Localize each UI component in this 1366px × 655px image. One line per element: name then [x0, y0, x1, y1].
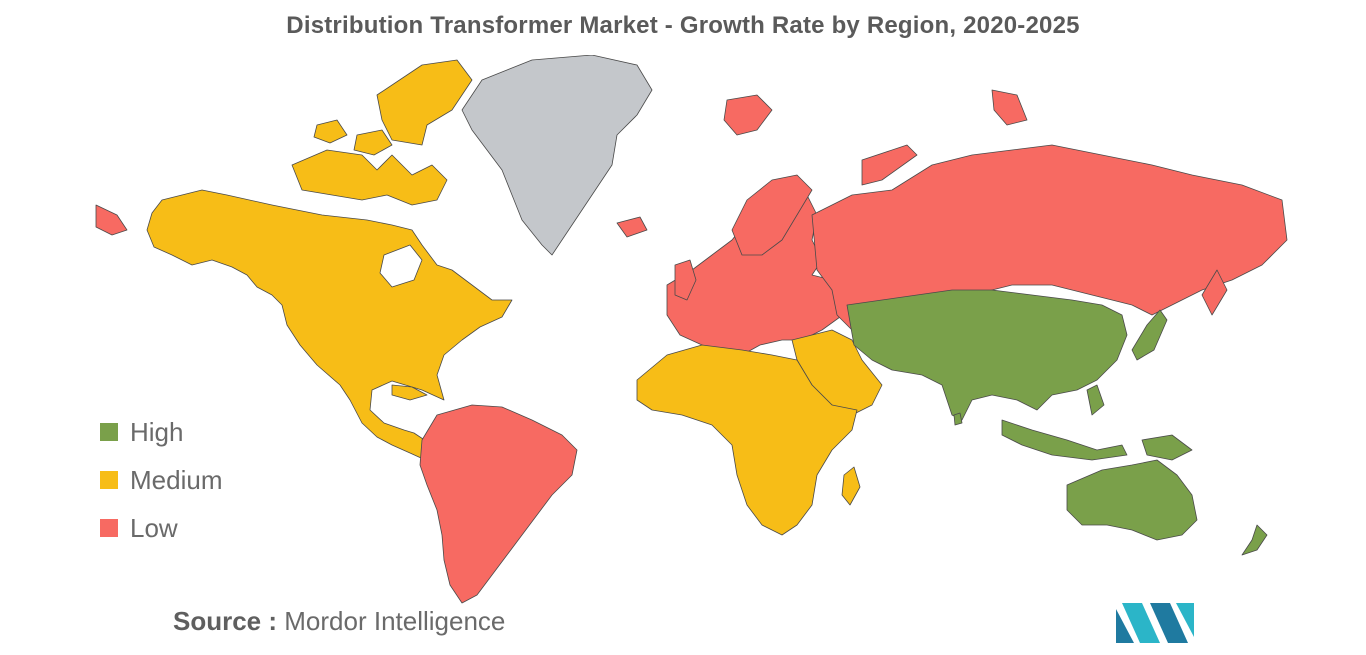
region-alaska-tip [95, 204, 128, 236]
region-asia [846, 289, 1128, 421]
legend-item-high: High [100, 408, 222, 456]
region-scandinavia [731, 174, 813, 256]
mordor-intelligence-logo [1116, 603, 1194, 643]
region-novaya-zemlya [861, 144, 918, 186]
region-new-zealand [1241, 524, 1268, 556]
region-canada-arctic-2 [291, 149, 448, 206]
source-prefix: Source : [173, 606, 278, 636]
legend-item-low: Low [100, 504, 222, 552]
legend-item-medium: Medium [100, 456, 222, 504]
region-canada-arctic-1 [376, 59, 473, 146]
region-greenland [461, 55, 653, 256]
source-line: Source : Mordor Intelligence [173, 606, 505, 637]
legend-label-high: High [130, 416, 184, 447]
source-name: Mordor Intelligence [284, 606, 506, 636]
region-png [1141, 434, 1193, 461]
legend-label-low: Low [130, 512, 178, 543]
legend-swatch-high [100, 423, 118, 441]
region-south-america [419, 404, 578, 604]
region-canada-arctic-3 [353, 129, 393, 156]
region-kamchatka [1201, 269, 1228, 316]
map-legend: High Medium Low [100, 408, 222, 552]
region-africa [636, 344, 858, 536]
region-iceland [616, 216, 648, 238]
region-svalbard [723, 94, 773, 136]
region-indonesia [1001, 419, 1128, 461]
region-caribbean [391, 384, 428, 401]
legend-label-medium: Medium [130, 464, 223, 495]
region-sri-lanka [953, 412, 963, 426]
world-map [95, 55, 1288, 604]
region-uk [674, 259, 697, 301]
region-madagascar [841, 466, 861, 506]
region-canada-arctic-4 [313, 119, 348, 144]
chart-title: Distribution Transformer Market - Growth… [286, 12, 1080, 39]
region-philippines [1086, 384, 1105, 416]
hudson-bay [379, 244, 423, 288]
region-australia [1066, 459, 1198, 541]
region-japan [1131, 309, 1168, 361]
legend-swatch-medium [100, 471, 118, 489]
region-russia-island [991, 89, 1028, 126]
legend-swatch-low [100, 519, 118, 537]
